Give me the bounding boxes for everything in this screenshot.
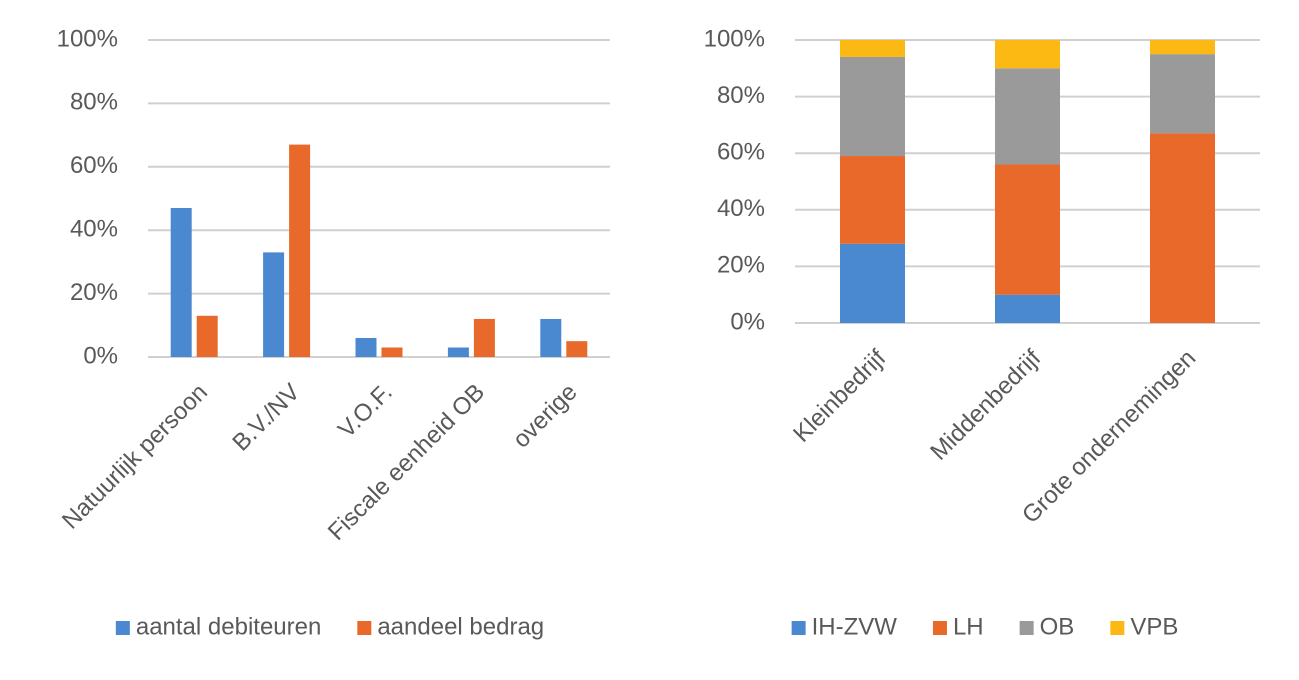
x-tick-label: V.O.F. xyxy=(333,379,398,444)
bar xyxy=(995,40,1060,69)
bar xyxy=(170,208,192,357)
bar xyxy=(263,252,285,357)
bar xyxy=(840,56,905,157)
x-tick-label: B.V./NV xyxy=(227,379,305,457)
x-tick-label: overige xyxy=(508,379,583,454)
legend-swatch xyxy=(115,621,130,635)
legend-swatch xyxy=(932,621,947,635)
y-tick-label: 0% xyxy=(83,342,118,369)
y-tick-label: 60% xyxy=(70,152,118,179)
legend-swatch xyxy=(357,621,372,635)
legend-label: aantal debiteuren xyxy=(136,613,321,640)
y-tick-label: 0% xyxy=(730,308,765,335)
y-tick-label: 40% xyxy=(70,216,118,243)
x-tick-label: Kleinbedrijf xyxy=(788,344,891,447)
legend-swatch xyxy=(1019,621,1034,635)
legend-label: IH-ZVW xyxy=(812,613,898,640)
legend: IH-ZVW LH OB VPB xyxy=(791,613,1178,640)
bar xyxy=(840,243,905,323)
y-tick-label: 40% xyxy=(717,195,765,222)
bar xyxy=(540,318,562,357)
x-tick-label: Grote ondernemingen xyxy=(1017,345,1201,529)
x-tick-label: Natuurlijk persoon xyxy=(57,379,213,535)
bar xyxy=(995,164,1060,295)
legend-label: aandeel bedrag xyxy=(377,613,544,640)
y-tick-label: 100% xyxy=(57,25,118,52)
legend-swatch xyxy=(1110,621,1125,635)
bar xyxy=(995,294,1060,323)
bar xyxy=(196,315,218,357)
y-tick-label: 80% xyxy=(717,82,765,109)
y-tick-label: 20% xyxy=(717,252,765,279)
bar xyxy=(473,318,495,357)
y-tick-label: 20% xyxy=(70,279,118,306)
bar xyxy=(1150,133,1215,323)
y-tick-label: 80% xyxy=(70,89,118,116)
bar xyxy=(1150,54,1215,134)
bar xyxy=(381,347,403,357)
bar xyxy=(566,341,588,357)
legend-label: VPB xyxy=(1130,613,1178,640)
y-tick-label: 100% xyxy=(704,25,765,52)
legend-label: LH xyxy=(953,613,984,640)
legend: aantal debiteuren aandeel bedrag xyxy=(115,613,544,640)
legend-swatch xyxy=(791,621,806,635)
x-tick-label: Middenbedrijf xyxy=(925,344,1046,465)
legend-label: OB xyxy=(1040,613,1075,640)
y-tick-label: 60% xyxy=(717,139,765,166)
bar xyxy=(1150,40,1215,55)
bar xyxy=(840,40,905,57)
bar xyxy=(995,68,1060,165)
bar xyxy=(355,337,377,357)
bar xyxy=(447,347,469,357)
bar xyxy=(289,144,311,357)
bar xyxy=(840,156,905,244)
x-tick-label: Fiscale eenheid OB xyxy=(323,379,490,546)
